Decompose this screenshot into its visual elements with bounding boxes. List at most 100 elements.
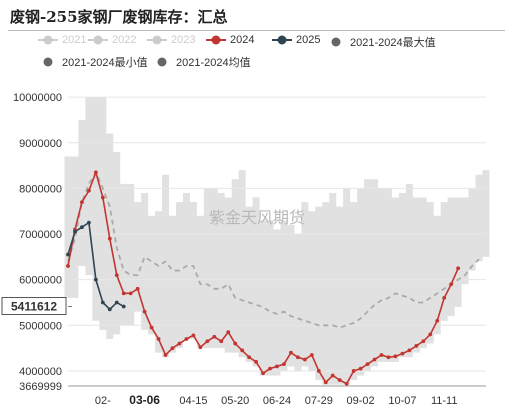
data-point-2025 — [80, 225, 84, 230]
legend-label: 2023 — [171, 34, 196, 47]
legend-symbol-icon — [38, 35, 58, 45]
data-point-2024 — [205, 339, 210, 344]
data-point-2024 — [212, 334, 217, 339]
data-point-2024 — [219, 339, 224, 344]
legend-item[interactable]: 2021-2024最小值 — [38, 54, 148, 70]
legend-symbol-icon — [331, 37, 341, 47]
data-point-2024 — [87, 188, 91, 193]
data-point-2024 — [170, 346, 175, 351]
data-point-2024 — [365, 362, 370, 366]
x-tick-label: 10-07 — [388, 395, 416, 407]
x-tick-label: 06-24 — [263, 395, 291, 407]
data-point-2024 — [275, 364, 279, 369]
legend-symbol-icon — [43, 57, 53, 67]
data-point-2024 — [247, 355, 252, 360]
data-point-2024 — [414, 343, 419, 348]
crosshair-y-box — [1, 297, 67, 316]
data-point-2024 — [372, 357, 377, 362]
data-point-2025 — [114, 300, 119, 305]
data-point-2024 — [428, 332, 433, 337]
data-point-2025 — [87, 220, 91, 225]
data-point-2024 — [296, 355, 300, 360]
data-point-2024 — [66, 264, 70, 268]
legend-label: 2021-2024最大值 — [350, 37, 436, 49]
data-point-2025 — [93, 277, 98, 282]
data-point-2024 — [93, 170, 98, 175]
legend-item[interactable]: 2021 — [38, 34, 86, 46]
legend-symbol-icon — [88, 35, 108, 45]
y-tick-label: 4000000 — [19, 366, 62, 378]
y-tick-label: 3669999 — [19, 381, 62, 393]
y-tick-label: 10000000 — [13, 92, 62, 104]
series-line-mean — [67, 170, 480, 329]
data-point-2024 — [184, 337, 189, 341]
min-max-band — [64, 97, 490, 385]
data-point-2024 — [302, 357, 307, 362]
data-point-2024 — [261, 371, 265, 376]
y-tick-label: 7000000 — [19, 229, 62, 241]
legend-item[interactable]: 2021-2024最大值 — [326, 34, 436, 50]
data-point-2024 — [289, 350, 293, 355]
y-tick-label: 9000000 — [19, 138, 62, 150]
data-point-2024 — [282, 362, 286, 366]
x-tick-label: 03-06 — [129, 393, 160, 407]
data-point-2024 — [316, 369, 321, 373]
x-tick-label: 05-20 — [221, 395, 249, 407]
data-point-2024 — [107, 236, 112, 241]
data-point-2024 — [128, 291, 133, 296]
data-point-2024 — [337, 378, 342, 382]
legend-item[interactable]: 2025 — [272, 34, 320, 46]
x-tick-label: 04-15 — [179, 395, 207, 407]
legend-label: 2022 — [112, 34, 137, 47]
title-divider — [8, 30, 505, 31]
data-point-2024 — [344, 381, 349, 386]
data-point-2024 — [149, 325, 154, 330]
data-point-2024 — [114, 273, 119, 278]
y-tick-label: 5000000 — [19, 320, 62, 332]
data-point-2024 — [142, 309, 147, 314]
data-point-2025 — [100, 300, 105, 305]
data-point-2024 — [358, 366, 363, 371]
data-point-2024 — [351, 369, 356, 373]
legend-symbol-icon — [157, 57, 167, 67]
data-point-2024 — [323, 380, 328, 385]
data-point-2024 — [121, 291, 126, 296]
x-tick-label: 11-11 — [431, 395, 458, 407]
data-point-2024 — [407, 348, 412, 353]
legend-label: 2021-2024均值 — [176, 57, 251, 69]
x-tick-label: 09-02 — [347, 395, 375, 407]
data-point-2024 — [198, 345, 203, 350]
data-point-2024 — [309, 353, 314, 357]
legend-label: 2021-2024最小值 — [62, 57, 148, 69]
data-point-2024 — [254, 359, 258, 364]
data-point-2024 — [177, 341, 182, 346]
legend-item[interactable]: 2023 — [147, 34, 195, 46]
legend-label: 2021 — [62, 34, 87, 47]
data-point-2024 — [156, 337, 161, 341]
legend-item[interactable]: 2021-2024均值 — [152, 54, 251, 70]
chart-title: 废钢-255家钢厂废钢库存：汇总 — [10, 8, 228, 26]
legend-item[interactable]: 2022 — [88, 34, 136, 46]
data-point-2024 — [379, 353, 384, 357]
data-point-2025 — [121, 304, 126, 309]
data-point-2025 — [73, 229, 77, 234]
data-point-2024 — [449, 282, 454, 287]
data-point-2024 — [442, 296, 447, 300]
watermark-text: 紫金天风期货 — [209, 208, 305, 227]
legend-symbol-icon — [272, 35, 292, 45]
legend-symbol-icon — [206, 35, 226, 45]
data-point-2024 — [226, 330, 231, 335]
data-point-2024 — [240, 348, 245, 353]
data-point-2024 — [330, 373, 335, 378]
y-tick-label: 8000000 — [19, 183, 62, 195]
data-point-2024 — [456, 266, 461, 271]
data-point-2024 — [268, 366, 272, 371]
x-tick-label: 07-29 — [305, 395, 333, 407]
y-tick-label: 6000000 — [19, 275, 62, 287]
data-point-2024 — [163, 353, 168, 357]
data-point-2024 — [400, 351, 405, 356]
data-point-2025 — [107, 307, 112, 312]
data-point-2024 — [421, 339, 426, 344]
legend-item[interactable]: 2024 — [206, 34, 254, 46]
